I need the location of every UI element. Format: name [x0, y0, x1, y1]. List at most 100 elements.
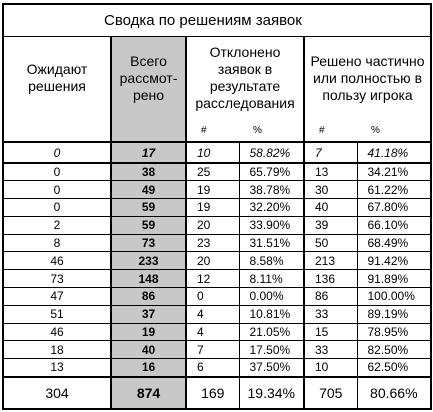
cell-pending: 46 — [2, 322, 112, 342]
header-row: Ожидают решения Всего рассмот-рено Откло… — [2, 35, 433, 120]
cell-rejected-number: 0 — [185, 287, 240, 306]
cell-resolved-percent: 100.00% — [356, 287, 433, 306]
cell-rejected-percent: 10.81% — [238, 304, 305, 324]
summary-row: 0 17 10 58.82% 7 41.18% — [2, 141, 433, 164]
cell-rejected-percent: 33.90% — [238, 215, 305, 235]
cell-pending: 73 — [2, 269, 112, 289]
cell-rejected-number: 20 — [185, 251, 240, 271]
cell-rejected-number: 6 — [185, 358, 240, 378]
cell-total: 59 — [110, 198, 187, 217]
cell-pending: 46 — [2, 251, 112, 271]
table-row: 73 148 12 8.11% 136 91.89% — [2, 269, 433, 289]
cell-rejected-number: 25 — [185, 162, 240, 182]
cell-rejected-number: 7 — [185, 340, 240, 360]
table-row: 0 59 19 32.20% 40 67.80% — [2, 198, 433, 217]
cell-resolved-percent: 68.49% — [356, 233, 433, 253]
totals-rejected-number: 169 — [185, 375, 240, 410]
cell-rejected-percent: 0.00% — [238, 287, 305, 306]
cell-resolved-number: 86 — [303, 287, 358, 306]
summary-rejected-percent: 58.82% — [238, 141, 305, 164]
table-row: 0 38 25 65.79% 13 34.21% — [2, 162, 433, 182]
cell-rejected-percent: 17.50% — [238, 340, 305, 360]
cell-pending: 51 — [2, 304, 112, 324]
cell-rejected-percent: 32.20% — [238, 198, 305, 217]
cell-rejected-percent: 31.51% — [238, 233, 305, 253]
totals-rejected-percent: 19.34% — [238, 375, 305, 410]
cell-total: 73 — [110, 233, 187, 253]
header-rejected: Отклонено заявок в результате расследова… — [185, 35, 305, 120]
cell-resolved-percent: 91.42% — [356, 251, 433, 271]
summary-resolved-percent: 41.18% — [356, 141, 433, 164]
cell-total: 233 — [110, 251, 187, 271]
table-row: 18 40 7 17.50% 33 82.50% — [2, 340, 433, 360]
cell-resolved-percent: 62.50% — [356, 358, 433, 378]
cell-rejected-percent: 8.11% — [238, 269, 305, 289]
cell-resolved-number: 10 — [303, 358, 358, 378]
cell-resolved-number: 15 — [303, 322, 358, 342]
cell-resolved-percent: 61.22% — [356, 180, 433, 200]
title-row: Сводка по решениям заявок — [1, 3, 433, 37]
cell-rejected-percent: 38.78% — [238, 180, 305, 200]
summary-resolved-number: 7 — [303, 141, 358, 164]
cell-total: 38 — [110, 162, 187, 182]
cell-pending: 47 — [2, 287, 112, 306]
cell-resolved-percent: 78.95% — [356, 322, 433, 342]
totals-resolved-percent: 80.66% — [356, 375, 433, 410]
cell-resolved-number: 33 — [303, 340, 358, 360]
totals-row: 304 874 169 19.34% 705 80.66% — [2, 375, 433, 410]
cell-resolved-number: 39 — [303, 215, 358, 235]
cell-rejected-number: 12 — [185, 269, 240, 289]
totals-resolved-number: 705 — [303, 375, 358, 410]
cell-resolved-number: 50 — [303, 233, 358, 253]
table-row: 13 16 6 37.50% 10 62.50% — [2, 358, 433, 378]
cell-rejected-number: 4 — [185, 304, 240, 324]
cell-pending: 2 — [2, 215, 112, 235]
cell-total: 16 — [110, 358, 187, 378]
cell-resolved-percent: 34.21% — [356, 162, 433, 182]
cell-total: 59 — [110, 215, 187, 235]
table-row: 51 37 4 10.81% 33 89.19% — [2, 304, 433, 324]
cell-total: 40 — [110, 340, 187, 360]
header-total-reviewed: Всего рассмот-рено — [110, 35, 187, 120]
cell-resolved-percent: 89.19% — [356, 304, 433, 324]
table-title: Сводка по решениям заявок — [1, 3, 433, 37]
summary-total: 17 — [110, 141, 187, 164]
cell-total: 19 — [110, 322, 187, 342]
subheader-resolved-percent: % — [357, 120, 433, 143]
cell-rejected-number: 4 — [185, 322, 240, 342]
cell-rejected-percent: 37.50% — [238, 358, 305, 378]
cell-pending: 0 — [2, 162, 112, 182]
table-row: 46 233 20 8.58% 213 91.42% — [2, 251, 433, 271]
header-pending: Ожидают решения — [2, 35, 112, 120]
cell-total: 37 — [110, 304, 187, 324]
table-row: 0 49 19 38.78% 30 61.22% — [2, 180, 433, 200]
subheader-empty — [2, 120, 112, 143]
cell-resolved-number: 33 — [303, 304, 358, 324]
cell-pending: 8 — [2, 233, 112, 253]
subheader-row: # % # % — [2, 120, 433, 143]
cell-pending: 0 — [2, 180, 112, 200]
table-row: 2 59 20 33.90% 39 66.10% — [2, 215, 433, 235]
cell-rejected-number: 20 — [185, 215, 240, 235]
cell-resolved-number: 213 — [303, 251, 358, 271]
header-resolved: Решено частично или полностью в пользу и… — [302, 35, 433, 120]
cell-total: 86 — [110, 287, 187, 306]
cell-rejected-percent: 21.05% — [238, 322, 305, 342]
cell-resolved-percent: 66.10% — [356, 215, 433, 235]
cell-rejected-percent: 65.79% — [238, 162, 305, 182]
cell-resolved-number: 30 — [303, 180, 358, 200]
cell-resolved-number: 13 — [303, 162, 358, 182]
cell-rejected-number: 19 — [185, 180, 240, 200]
cell-resolved-number: 40 — [303, 198, 358, 217]
cell-rejected-percent: 8.58% — [238, 251, 305, 271]
summary-pending: 0 — [2, 141, 112, 164]
totals-pending: 304 — [2, 375, 112, 410]
cell-pending: 18 — [2, 340, 112, 360]
subheader-rejected-percent: % — [239, 120, 305, 143]
cell-total: 49 — [110, 180, 187, 200]
summary-rejected-number: 10 — [185, 141, 240, 164]
cell-resolved-number: 136 — [303, 269, 358, 289]
cell-resolved-percent: 67.80% — [356, 198, 433, 217]
totals-total: 874 — [110, 375, 187, 410]
cell-pending: 13 — [2, 358, 112, 378]
